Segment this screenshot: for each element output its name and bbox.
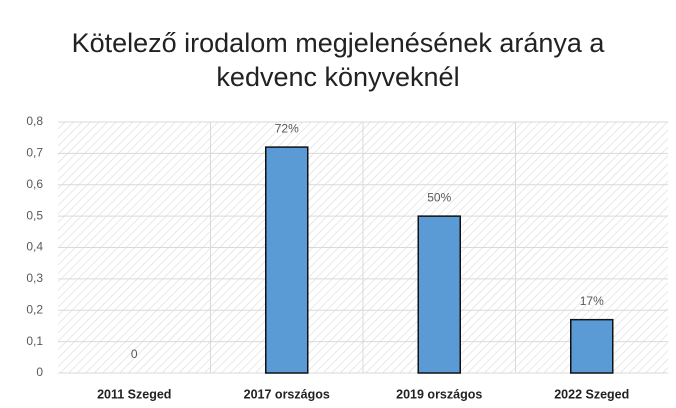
y-tick-label: 0,7 — [26, 146, 43, 160]
y-tick-label: 0,3 — [26, 271, 43, 285]
data-label: 17% — [580, 294, 604, 308]
bar — [417, 215, 461, 374]
chart-title: Kötelező irodalom megjelenésének aránya … — [71, 28, 605, 92]
y-tick-label: 0 — [36, 365, 43, 379]
x-tick-label: 2019 országos — [396, 387, 482, 401]
x-tick-label: 2017 országos — [244, 387, 330, 401]
y-tick-label: 0,5 — [26, 208, 43, 222]
y-tick-label: 0,8 — [26, 114, 43, 128]
bar — [570, 318, 614, 374]
x-tick-label: 2022 Szeged — [554, 387, 629, 401]
x-tick-label: 2011 Szeged — [97, 387, 171, 401]
y-tick-label: 0,2 — [26, 302, 43, 316]
y-tick-label: 0,6 — [26, 177, 43, 191]
data-label: 72% — [275, 121, 299, 135]
y-tick-label: 0,1 — [26, 334, 43, 348]
bar — [265, 146, 309, 374]
y-tick-label: 0,4 — [26, 240, 43, 254]
data-label: 50% — [427, 190, 451, 204]
data-label: 0 — [131, 347, 138, 361]
